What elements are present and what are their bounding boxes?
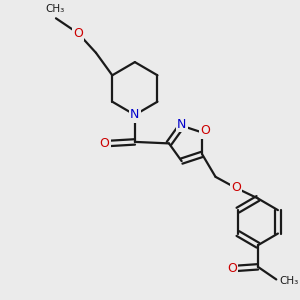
Text: CH₃: CH₃ — [46, 4, 65, 14]
Text: N: N — [177, 118, 186, 131]
Text: O: O — [231, 181, 241, 194]
Text: O: O — [227, 262, 237, 275]
Text: O: O — [99, 137, 109, 150]
Text: O: O — [73, 27, 83, 40]
Text: CH₃: CH₃ — [279, 276, 298, 286]
Text: N: N — [130, 108, 140, 122]
Text: O: O — [200, 124, 210, 137]
